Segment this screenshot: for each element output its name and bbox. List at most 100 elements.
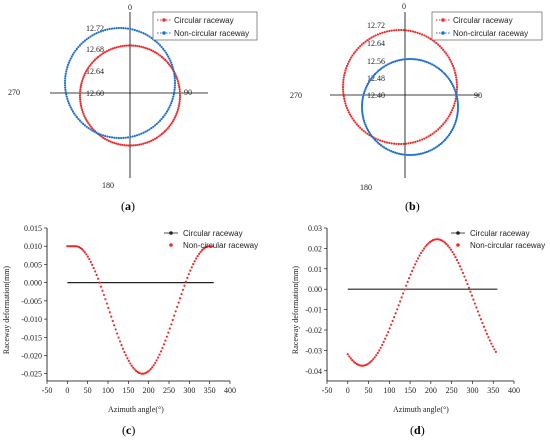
- polar-a-circular-point: [155, 136, 158, 139]
- polar-a-noncircular-point: [142, 131, 145, 134]
- d-noncircular-point: [487, 336, 490, 339]
- polar-b-circular-point: [402, 142, 405, 145]
- d-noncircular-point: [470, 294, 474, 297]
- polar-a-circular-point: [84, 72, 87, 75]
- c-noncircular-point: [165, 335, 168, 338]
- polar-b-noncircular-point: [361, 115, 365, 119]
- polar-b-noncircular-point: [368, 79, 372, 82]
- polar-a-noncircular-point: [73, 51, 76, 54]
- polar-a-circular-point: [115, 46, 118, 49]
- polar-a-circular-point: [166, 61, 169, 64]
- c-y-tick-label: 0.005: [24, 260, 42, 269]
- polar-b-noncircular-point: [443, 138, 447, 141]
- c-noncircular-point: [148, 369, 151, 372]
- d-y-tick-label: 0.00: [308, 285, 322, 294]
- polar-a-circular-point: [82, 112, 85, 116]
- polar-b-noncircular-point: [407, 57, 411, 61]
- polar-a-circular-point: [93, 58, 97, 61]
- polar-a-radial-tick: 12.72: [86, 24, 104, 33]
- polar-b-circular-point: [402, 29, 405, 32]
- polar-b-noncircular-point: [403, 153, 407, 156]
- d-noncircular-point: [388, 327, 391, 330]
- legend-c-label-circular: Circular raceway: [183, 229, 243, 238]
- d-noncircular-point: [493, 348, 496, 351]
- polar-b-circular-point: [407, 29, 410, 32]
- polar-b-noncircular-point: [397, 59, 401, 62]
- polar-b-noncircular-point: [437, 67, 441, 70]
- polar-b-circular-point: [364, 131, 367, 134]
- polar-b-circular-point: [342, 78, 345, 81]
- polar-a-circular-point: [129, 144, 133, 147]
- d-y-tick-label: 0.01: [308, 265, 322, 274]
- d-noncircular-point: [411, 269, 414, 273]
- polar-b-radial-tick: 12.40: [367, 91, 385, 100]
- polar-b-circular-point: [449, 111, 453, 114]
- polar-b-noncircular-point: [371, 76, 374, 79]
- polar-a-circular-point: [165, 60, 168, 63]
- polar-b-noncircular-point: [455, 115, 459, 119]
- polar-a-noncircular-point: [83, 39, 87, 42]
- polar-b-noncircular-point: [399, 58, 403, 61]
- c-noncircular-point: [181, 288, 185, 291]
- c-noncircular-point: [96, 277, 100, 280]
- polar-a-circular-point: [178, 96, 182, 99]
- c-y-tick-label: -0.005: [21, 297, 42, 306]
- c-noncircular-point: [99, 285, 103, 288]
- c-noncircular-point: [180, 292, 183, 296]
- d-noncircular-point: [479, 318, 483, 321]
- polar-b-noncircular-point: [386, 148, 389, 151]
- polar-a-circular-point: [103, 137, 107, 140]
- polar-b-noncircular-point: [409, 153, 413, 157]
- legend-d-label-circular: Circular raceway: [470, 229, 530, 238]
- polar-b-circular-point: [346, 109, 350, 112]
- polar-b-noncircular-point: [370, 134, 373, 137]
- polar-b-noncircular-point: [419, 59, 423, 62]
- polar-a-noncircular-point: [152, 125, 155, 128]
- c-y-tick-label: -0.015: [21, 333, 42, 342]
- d-noncircular-point: [424, 245, 427, 248]
- c-noncircular-point: [91, 263, 94, 266]
- polar-b-radial-tick: 12.56: [367, 57, 385, 66]
- polar-b-circular-point: [381, 140, 384, 143]
- polar-a-noncircular-point: [65, 95, 68, 98]
- polar-b-noncircular-point: [419, 152, 423, 155]
- polar-b-circular-point: [438, 45, 441, 48]
- d-noncircular-point: [467, 286, 471, 289]
- polar-b-noncircular-point: [405, 57, 409, 61]
- polar-a-circular-point: [176, 110, 179, 114]
- polar-a-noncircular-point: [65, 68, 68, 71]
- c-noncircular-point: [149, 367, 152, 371]
- polar-b-circular-point: [455, 76, 458, 79]
- polar-a-noncircular-point: [74, 114, 77, 117]
- polar-b-noncircular-point: [454, 90, 457, 93]
- polar-b-noncircular-point: [445, 137, 448, 140]
- d-noncircular-point: [346, 353, 349, 356]
- c-noncircular-point: [184, 280, 188, 283]
- polar-b-noncircular-point: [423, 60, 426, 63]
- polar-a-noncircular-point: [91, 34, 94, 37]
- polar-b-circular-point: [427, 36, 430, 39]
- polar-a-noncircular-point: [148, 128, 151, 131]
- polar-a-circular-point: [176, 79, 179, 83]
- d-noncircular-point: [367, 362, 370, 365]
- polar-b-angle-0: 0: [402, 2, 406, 11]
- polar-b-noncircular-point: [415, 153, 419, 156]
- polar-a-circular-point: [80, 81, 83, 85]
- d-noncircular-point: [399, 300, 402, 303]
- polar-a-circular-point: [166, 127, 169, 130]
- polar-b-circular-point: [416, 31, 419, 34]
- d-x-tick-label: 250: [446, 386, 458, 395]
- polar-b-circular-point: [368, 37, 371, 40]
- polar-b-circular-point: [400, 28, 403, 32]
- polar-b-circular-point: [414, 30, 417, 34]
- polar-b-circular-point: [455, 85, 459, 89]
- polar-a-noncircular-point: [104, 134, 107, 138]
- polar-a-noncircular-point: [75, 47, 78, 50]
- polar-a-noncircular-point: [126, 27, 130, 30]
- polar-b-circular-point: [366, 39, 369, 42]
- line-chart-c: -50 0 50 100 150 200 250 300 350 400 0.015 0.010 0.0…: [2, 224, 258, 414]
- c-x-axis-label: Azimuth angle(°): [108, 405, 164, 414]
- c-noncircular-point: [151, 366, 154, 369]
- polar-a-circular-point: [87, 122, 90, 125]
- d-noncircular-point: [490, 342, 493, 345]
